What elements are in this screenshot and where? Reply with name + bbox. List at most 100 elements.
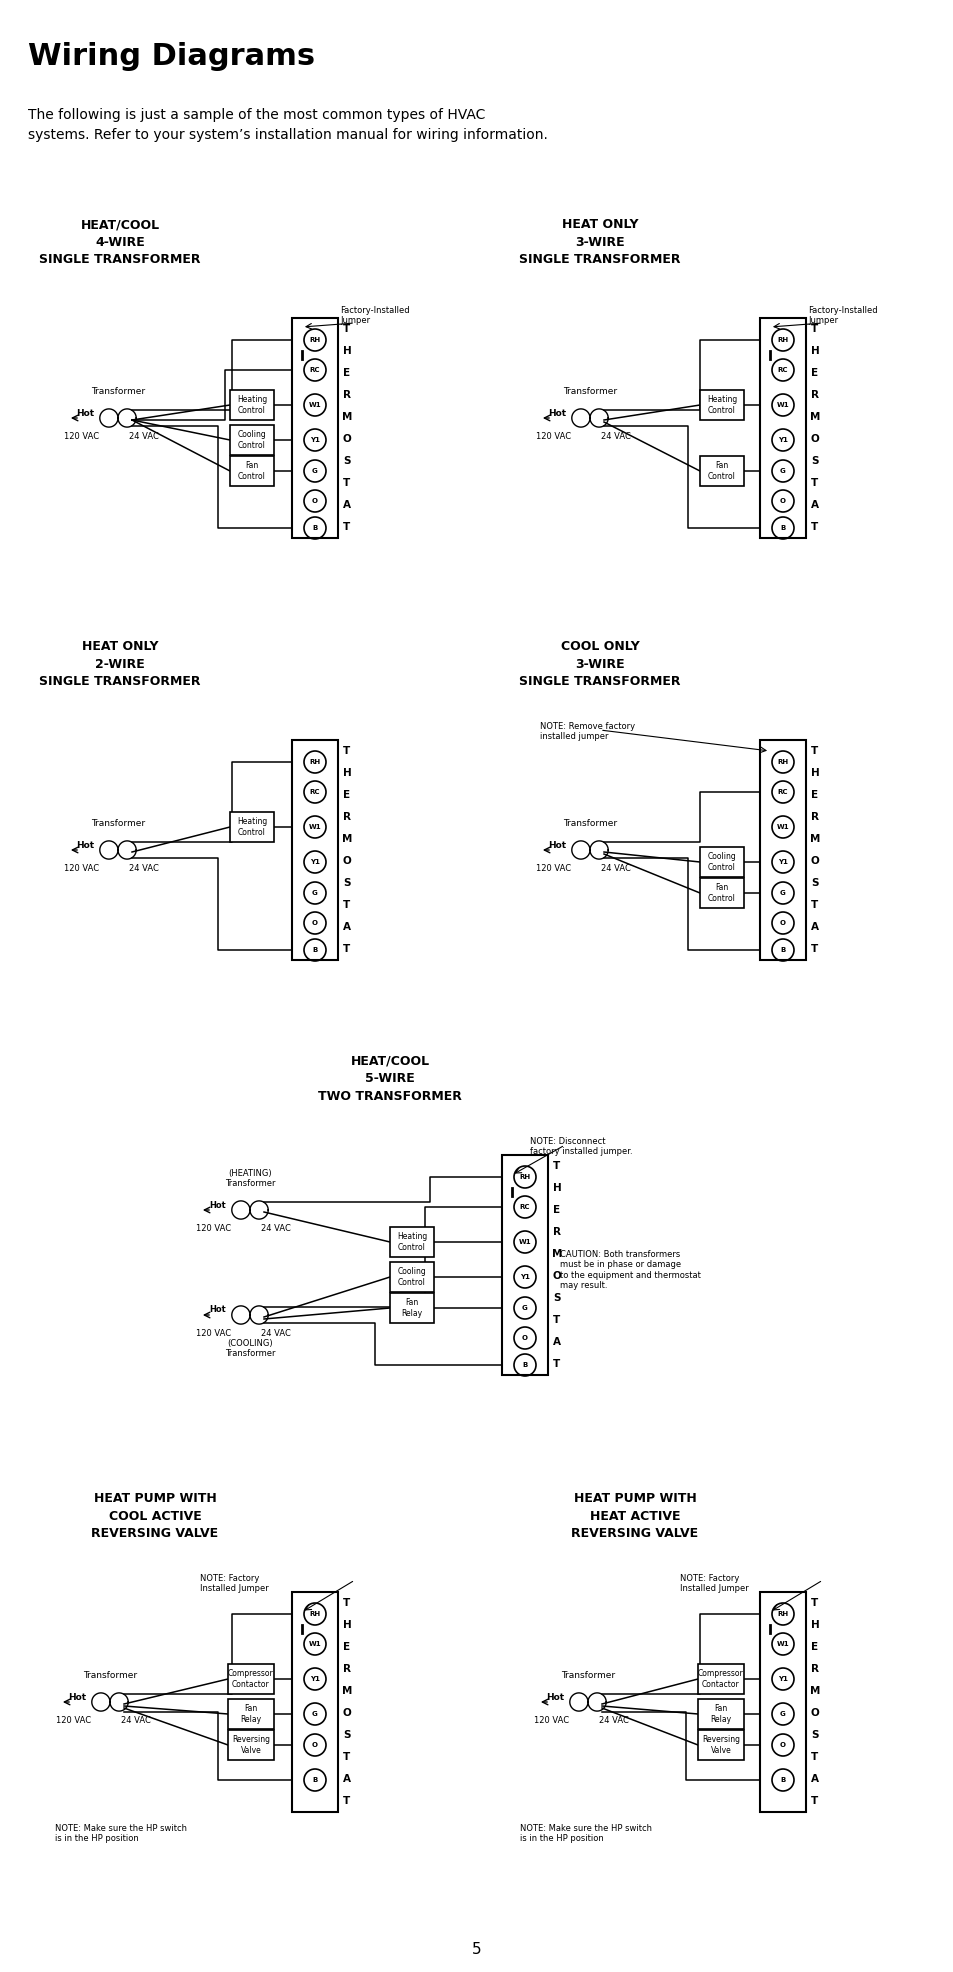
Text: RH: RH: [309, 1611, 320, 1617]
Text: HEAT/COOL
4-WIRE
SINGLE TRANSFORMER: HEAT/COOL 4-WIRE SINGLE TRANSFORMER: [39, 219, 200, 266]
Text: Reversing
Valve: Reversing Valve: [701, 1735, 740, 1755]
Text: T: T: [810, 1751, 818, 1763]
Bar: [700, 456, 743, 485]
Text: T: T: [810, 945, 818, 954]
Bar: [698, 1664, 743, 1694]
Text: T: T: [810, 1597, 818, 1607]
Text: M: M: [809, 834, 820, 844]
Text: 24 VAC: 24 VAC: [129, 864, 159, 874]
Text: H: H: [342, 1621, 351, 1631]
Bar: [700, 878, 743, 907]
Bar: [230, 456, 274, 485]
Text: 120 VAC: 120 VAC: [534, 1716, 569, 1726]
Text: 120 VAC: 120 VAC: [65, 432, 99, 442]
Text: RH: RH: [777, 1611, 788, 1617]
Text: Heating
Control: Heating Control: [396, 1232, 427, 1252]
Text: NOTE: Remove factory
installed jumper: NOTE: Remove factory installed jumper: [539, 722, 635, 741]
Text: O: O: [780, 921, 785, 927]
Text: E: E: [343, 369, 350, 379]
Text: G: G: [312, 1712, 317, 1718]
Text: 24 VAC: 24 VAC: [261, 1225, 291, 1232]
Text: Heating
Control: Heating Control: [706, 394, 737, 414]
Text: Y1: Y1: [778, 438, 787, 444]
Text: S: S: [343, 1729, 351, 1739]
Text: W1: W1: [776, 402, 788, 408]
Text: W1: W1: [518, 1238, 531, 1244]
Text: S: S: [343, 456, 351, 465]
Text: 120 VAC: 120 VAC: [65, 864, 99, 874]
Text: Y1: Y1: [778, 860, 787, 866]
Text: S: S: [810, 878, 818, 887]
Bar: [700, 390, 743, 420]
Text: G: G: [312, 467, 317, 473]
Text: Cooling
Control: Cooling Control: [237, 430, 266, 450]
Text: HEAT ONLY
2-WIRE
SINGLE TRANSFORMER: HEAT ONLY 2-WIRE SINGLE TRANSFORMER: [39, 641, 200, 688]
Text: Hot: Hot: [68, 1692, 86, 1702]
Bar: [390, 1262, 434, 1292]
Text: Fan
Relay: Fan Relay: [401, 1298, 422, 1317]
Text: E: E: [343, 791, 350, 801]
Text: Compressor
Contactor: Compressor Contactor: [228, 1670, 274, 1688]
Text: Cooling
Control: Cooling Control: [707, 852, 736, 872]
Bar: [698, 1729, 743, 1759]
Bar: [760, 740, 805, 960]
Text: NOTE: Factory
Installed Jumper: NOTE: Factory Installed Jumper: [679, 1574, 748, 1593]
Text: (COOLING)
Transformer: (COOLING) Transformer: [225, 1339, 275, 1359]
Text: 120 VAC: 120 VAC: [536, 432, 571, 442]
Text: RC: RC: [777, 789, 787, 795]
Text: T: T: [810, 477, 818, 487]
Bar: [230, 812, 274, 842]
Text: 24 VAC: 24 VAC: [129, 432, 159, 442]
Text: O: O: [780, 1741, 785, 1747]
Text: W1: W1: [776, 1641, 788, 1647]
Text: Fan
Relay: Fan Relay: [240, 1704, 261, 1724]
Bar: [390, 1294, 434, 1323]
Text: O: O: [780, 499, 785, 505]
Text: CAUTION: Both transformers
must be in phase or damage
to the equipment and therm: CAUTION: Both transformers must be in ph…: [559, 1250, 700, 1290]
Bar: [292, 740, 337, 960]
Text: H: H: [810, 767, 819, 779]
Text: Y1: Y1: [310, 1676, 319, 1682]
Bar: [292, 317, 337, 538]
Text: Y1: Y1: [519, 1274, 529, 1280]
Text: T: T: [553, 1162, 560, 1171]
Text: 120 VAC: 120 VAC: [536, 864, 571, 874]
Text: M: M: [341, 834, 352, 844]
Text: R: R: [810, 390, 818, 400]
Text: R: R: [343, 1664, 351, 1674]
Text: H: H: [342, 345, 351, 357]
Text: S: S: [810, 1729, 818, 1739]
Text: NOTE: Make sure the HP switch
is in the HP position: NOTE: Make sure the HP switch is in the …: [519, 1824, 651, 1844]
Text: A: A: [810, 501, 818, 511]
Text: Hot: Hot: [76, 408, 94, 418]
Text: A: A: [343, 923, 351, 933]
Text: (HEATING)
Transformer: (HEATING) Transformer: [225, 1169, 275, 1187]
Text: E: E: [811, 791, 818, 801]
Text: Hot: Hot: [76, 840, 94, 850]
Text: M: M: [341, 1686, 352, 1696]
Text: G: G: [780, 467, 785, 473]
Bar: [760, 1591, 805, 1812]
Bar: [228, 1664, 274, 1694]
Text: Hot: Hot: [545, 1692, 563, 1702]
Text: Y1: Y1: [310, 860, 319, 866]
Text: A: A: [343, 1775, 351, 1785]
Text: A: A: [810, 923, 818, 933]
Text: T: T: [343, 323, 351, 333]
Text: Fan
Control: Fan Control: [238, 461, 266, 481]
Text: 24 VAC: 24 VAC: [598, 1716, 628, 1726]
Text: 120 VAC: 120 VAC: [56, 1716, 91, 1726]
Bar: [292, 1591, 337, 1812]
Text: O: O: [312, 499, 317, 505]
Text: A: A: [343, 501, 351, 511]
Text: Y1: Y1: [310, 438, 319, 444]
Text: W1: W1: [309, 1641, 321, 1647]
Text: B: B: [780, 1777, 785, 1783]
Text: RH: RH: [518, 1173, 530, 1179]
Bar: [230, 390, 274, 420]
Text: S: S: [553, 1294, 560, 1303]
Text: B: B: [312, 1777, 317, 1783]
Text: RH: RH: [309, 759, 320, 765]
Text: E: E: [811, 369, 818, 379]
Text: R: R: [343, 390, 351, 400]
